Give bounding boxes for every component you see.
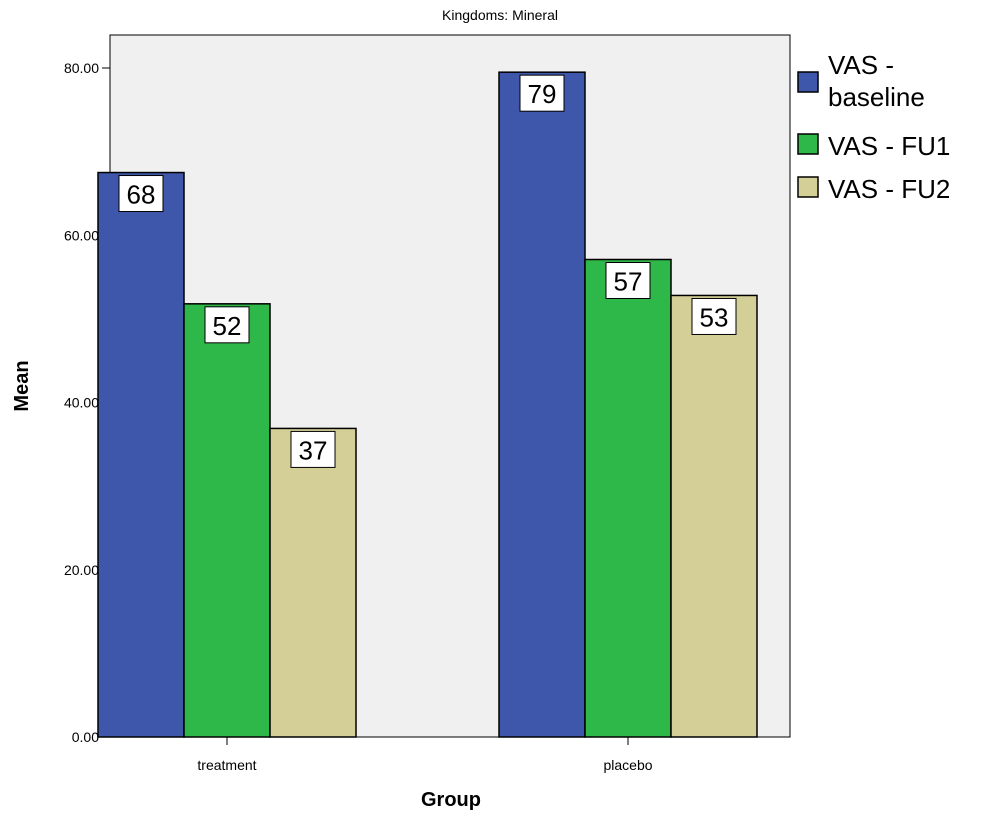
data-label: 52 xyxy=(213,311,242,341)
legend-label: VAS - FU1 xyxy=(828,131,950,161)
legend-label: baseline xyxy=(828,82,925,112)
x-tick-label: placebo xyxy=(603,757,652,773)
data-label: 79 xyxy=(528,79,557,109)
data-label-box xyxy=(118,175,164,213)
bar xyxy=(584,258,672,738)
bar xyxy=(498,71,586,738)
data-label: 53 xyxy=(700,302,729,332)
y-tick-label: 20.00 xyxy=(64,562,99,578)
legend-swatch xyxy=(797,71,819,93)
data-label-box xyxy=(605,262,651,300)
legend: VAS -baseline VAS - FU1 VAS - FU2 xyxy=(797,50,950,204)
data-label-box xyxy=(519,74,565,112)
bar xyxy=(670,294,758,738)
chart-title: Kingdoms: Mineral xyxy=(442,7,558,23)
y-tick-label: 60.00 xyxy=(64,227,99,243)
data-label-box xyxy=(204,306,250,344)
data-label: 68 xyxy=(127,180,156,210)
data-label: 37 xyxy=(299,435,328,465)
x-axis-title: Group xyxy=(421,789,481,811)
data-label: 57 xyxy=(614,267,643,297)
legend-swatch xyxy=(797,133,819,155)
bar xyxy=(97,171,185,738)
y-tick-label: 40.00 xyxy=(64,395,99,411)
legend-swatch xyxy=(797,176,819,198)
bar xyxy=(269,427,357,738)
legend-label: VAS - FU2 xyxy=(828,174,950,204)
bars xyxy=(97,71,758,738)
y-tick-label: 0.00 xyxy=(72,729,99,745)
y-tick-label: 80.00 xyxy=(64,60,99,76)
data-label-box xyxy=(290,430,336,468)
bar xyxy=(183,303,271,738)
data-labels: 68 52 37 79 57 53 xyxy=(118,74,737,468)
legend-label: VAS - xyxy=(828,50,894,80)
y-axis-title: Mean xyxy=(11,360,33,411)
data-label-box xyxy=(691,297,737,335)
x-axis: treatment placebo xyxy=(197,737,653,773)
x-tick-label: treatment xyxy=(197,757,256,773)
